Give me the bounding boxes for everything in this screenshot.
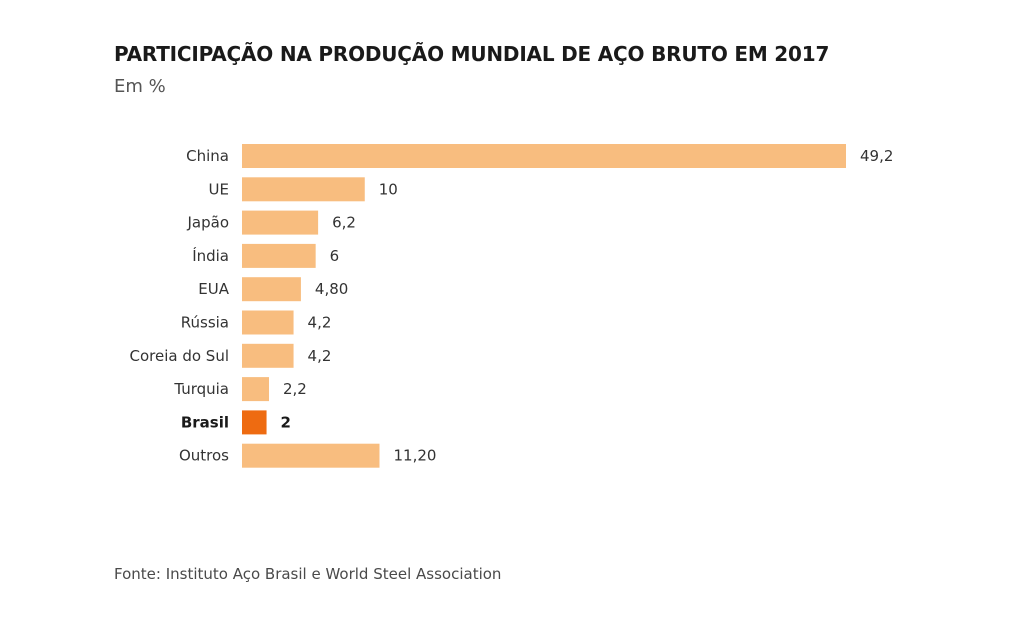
category-label-india: Índia <box>192 246 229 265</box>
bar-turquia <box>242 377 270 402</box>
value-label-india: 6 <box>330 247 340 265</box>
bar-china <box>242 144 846 168</box>
value-label-china: 49,2 <box>860 147 893 165</box>
category-label-outros: Outros <box>179 447 229 465</box>
category-label-coreia-do-sul: Coreia do Sul <box>129 347 229 365</box>
value-label-turquia: 2,2 <box>283 380 307 398</box>
value-label-japao: 6,2 <box>332 214 356 232</box>
bar-ue <box>242 177 365 202</box>
bar-brasil <box>242 410 267 435</box>
bar-eua <box>242 277 301 302</box>
category-label-eua: EUA <box>198 280 229 298</box>
value-label-ue: 10 <box>379 180 398 198</box>
value-label-brasil: 2 <box>281 413 291 431</box>
value-label-outros: 11,20 <box>393 447 436 465</box>
category-label-ue: UE <box>209 180 229 198</box>
chart-subtitle: Em % <box>114 76 166 97</box>
bar-japao <box>242 210 319 235</box>
bar-coreia-do-sul <box>242 343 294 368</box>
chart-title: PARTICIPAÇÃO NA PRODUÇÃO MUNDIAL DE AÇO … <box>114 42 830 66</box>
value-label-coreia-do-sul: 4,2 <box>308 347 332 365</box>
value-label-eua: 4,80 <box>315 280 348 298</box>
bar-russia <box>242 310 294 335</box>
source-note: Fonte: Instituto Aço Brasil e World Stee… <box>114 565 502 583</box>
category-label-china: China <box>186 147 229 165</box>
bar-india <box>242 243 316 268</box>
value-label-russia: 4,2 <box>308 314 332 332</box>
category-label-japao: Japão <box>186 214 229 232</box>
category-label-russia: Rússia <box>181 314 229 332</box>
category-label-brasil: Brasil <box>181 413 229 431</box>
category-label-turquia: Turquia <box>173 380 229 398</box>
bar-outros <box>242 443 380 468</box>
